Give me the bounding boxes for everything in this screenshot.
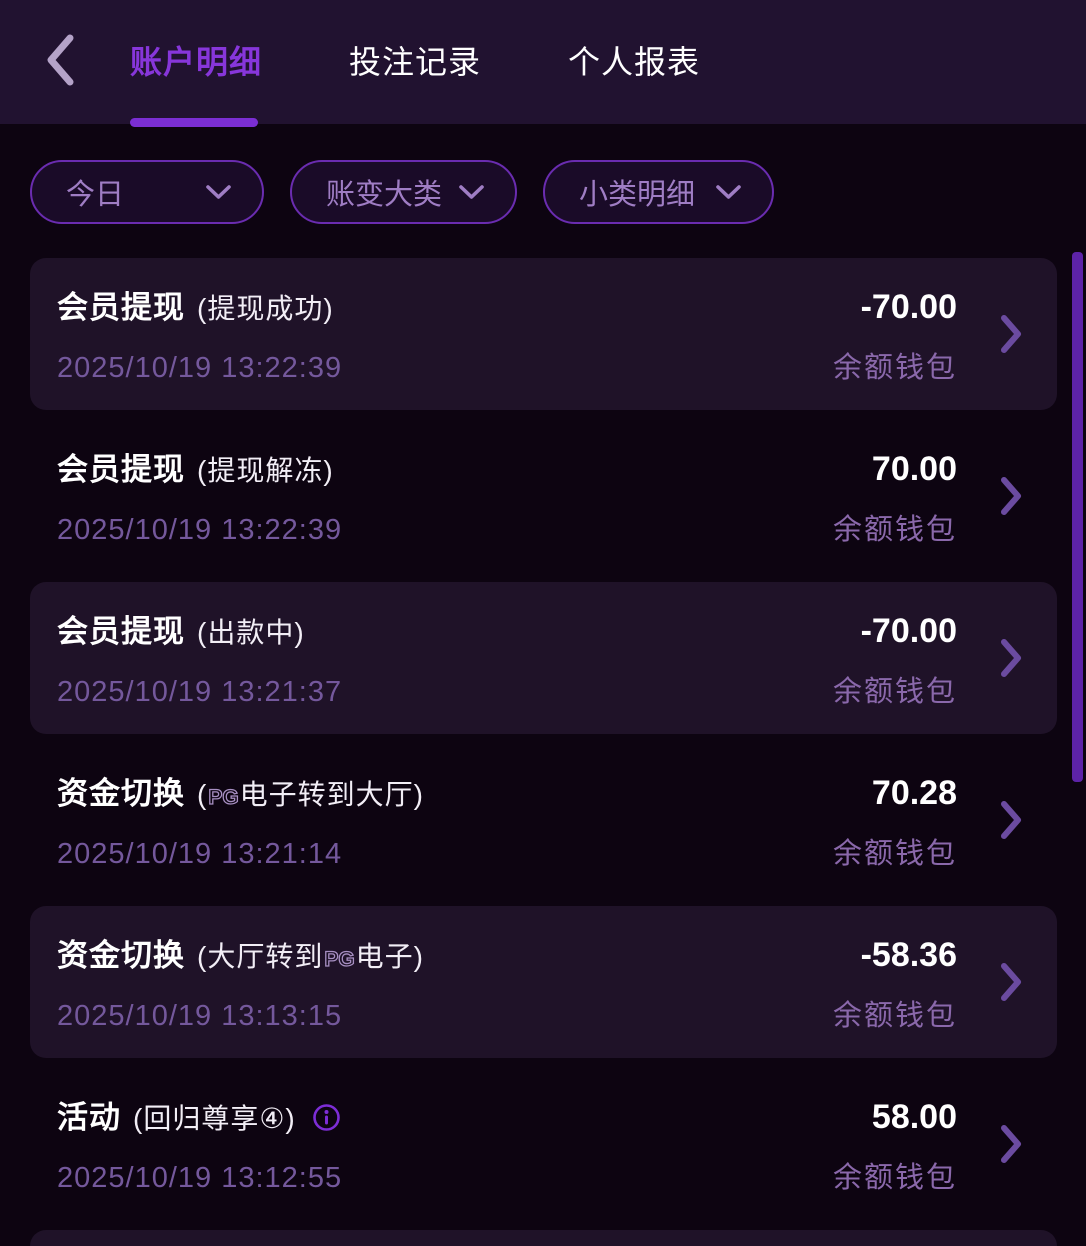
filter-bar: 今日 账变大类 小类明细: [0, 160, 1086, 224]
transaction-subtitle: (提现成功): [197, 293, 336, 324]
transaction-amount: 70.28: [871, 774, 957, 812]
transaction-title: 资金切换: [57, 776, 185, 811]
chevron-right-icon[interactable]: [1000, 314, 1023, 354]
tab-bar: 账户明细 投注记录 个人报表: [130, 37, 700, 87]
wallet-label: 余额钱包: [832, 1000, 957, 1032]
transaction-title: 会员提现: [57, 290, 185, 325]
wallet-label: 余额钱包: [832, 1162, 957, 1194]
transaction-row[interactable]: 会员提现 (提现解冻) 70.00 2025/10/19 13:22:39 余额…: [30, 420, 1057, 572]
transaction-amount: 58.00: [871, 1098, 957, 1136]
transaction-datetime: 2025/10/19 13:21:14: [57, 838, 343, 870]
transaction-row[interactable]: 活动 (回归尊享④) 58.00 2025/10/19 13:12:55 余额钱…: [30, 1068, 1057, 1220]
chevron-down-icon: [458, 184, 485, 201]
pg-logo: [334, 462, 336, 485]
transaction-list: 会员提现 (提现成功) -70.00 2025/10/19 13:22:39 余…: [0, 258, 1086, 1246]
pg-logo: [305, 624, 307, 647]
transaction-title: 会员提现: [57, 614, 185, 649]
scrollbar-thumb[interactable]: [1072, 252, 1083, 782]
transaction-title: 会员提现: [57, 452, 185, 487]
chevron-down-icon: [205, 184, 232, 201]
chevron-right-icon[interactable]: [1000, 638, 1023, 678]
transaction-amount: -70.00: [860, 612, 957, 650]
transaction-amount: -70.00: [860, 288, 957, 326]
tab-account-detail[interactable]: 账户明细: [130, 44, 263, 80]
pg-logo: [296, 1110, 298, 1133]
transaction-subtitle: (大厅转到PG电子): [197, 941, 424, 972]
transaction-row[interactable]: 会员提现 (出款中) -70.00 2025/10/19 13:21:37 余额…: [30, 582, 1057, 734]
tab-bet-records[interactable]: 投注记录: [349, 44, 482, 80]
chevron-down-icon: [715, 184, 742, 201]
pg-logo: [334, 300, 336, 323]
chevron-left-icon: [42, 31, 78, 89]
transaction-title: 资金切换: [57, 938, 185, 973]
active-tab-underline: [130, 118, 258, 127]
transaction-datetime: 2025/10/19 13:22:39: [57, 514, 343, 546]
transaction-subtitle: (回归尊享④): [133, 1103, 298, 1134]
tab-personal-report[interactable]: 个人报表: [568, 44, 701, 80]
filter-subcategory-label: 小类明细: [579, 179, 696, 211]
wallet-label: 余额钱包: [832, 838, 957, 870]
filter-category-dropdown[interactable]: 账变大类: [290, 160, 517, 224]
transaction-row[interactable]: 资金切换 (大厅转到PG电子) -58.36 2025/10/19 13:13:…: [30, 906, 1057, 1058]
transaction-datetime: 2025/10/19 13:21:37: [57, 676, 343, 708]
transaction-amount: -58.36: [860, 936, 957, 974]
transaction-datetime: 2025/10/19 13:12:55: [57, 1162, 343, 1194]
chevron-right-icon[interactable]: [1000, 800, 1023, 840]
chevron-right-icon[interactable]: [1000, 1124, 1023, 1164]
wallet-label: 余额钱包: [832, 514, 957, 546]
info-icon[interactable]: [312, 1103, 341, 1132]
chevron-right-icon[interactable]: [1000, 962, 1023, 1002]
pg-logo: PG: [324, 947, 356, 971]
wallet-label: 余额钱包: [832, 352, 957, 384]
transaction-amount: 70.00: [871, 450, 957, 488]
filter-date-dropdown[interactable]: 今日: [30, 160, 264, 224]
chevron-right-icon[interactable]: [1000, 476, 1023, 516]
filter-subcategory-dropdown[interactable]: 小类明细: [543, 160, 774, 224]
transaction-row[interactable]: 资金切换 (PG电子转到大厅) 70.28 2025/10/19 13:21:1…: [30, 744, 1057, 896]
wallet-label: 余额钱包: [832, 676, 957, 708]
filter-category-label: 账变大类: [326, 179, 443, 211]
pg-logo: PG: [208, 785, 240, 809]
transaction-datetime: 2025/10/19 13:22:39: [57, 352, 343, 384]
transaction-row[interactable]: 会员提现 (提现成功) -70.00 2025/10/19 13:22:39 余…: [30, 258, 1057, 410]
transaction-datetime: 2025/10/19 13:13:15: [57, 1000, 343, 1032]
transaction-subtitle: (PG电子转到大厅): [197, 779, 424, 810]
filter-date-label: 今日: [66, 179, 125, 211]
transaction-subtitle: (提现解冻): [197, 455, 336, 486]
transaction-row-partial[interactable]: [30, 1230, 1057, 1246]
transaction-subtitle: (出款中): [197, 617, 307, 648]
back-button[interactable]: [30, 24, 90, 96]
header: 账户明细 投注记录 个人报表: [0, 0, 1086, 127]
transaction-title: 活动: [57, 1100, 121, 1135]
